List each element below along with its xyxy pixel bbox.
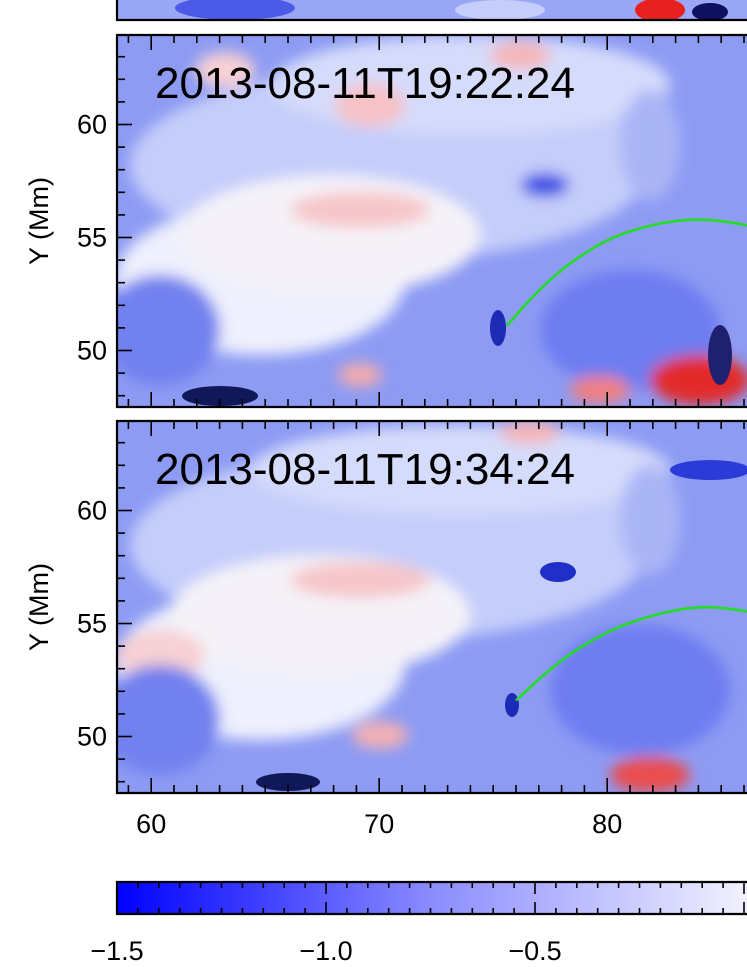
colorbar-axis: −1.5 −1.0 −0.5 [90,882,745,966]
loop-curve [515,605,747,702]
colorbar-tick-label: −0.5 [508,936,561,966]
colorbar-tick-label: −1.5 [90,936,143,966]
panel-2: 2013-08-11T19:34:24 50 55 60 Y (Mm) [24,419,747,795]
y-axis-label: Y (Mm) [24,563,54,651]
y-tick-label: 50 [77,722,107,752]
x-tick-label: 60 [136,809,166,839]
colorbar: −1.5 −1.0 −0.5 [90,880,747,966]
x-tick-label: 80 [592,809,622,839]
colorbar-tick-label: −1.0 [299,936,352,966]
colorbar-gradient [117,882,747,914]
panel-axes: 50 55 60 [77,35,745,407]
y-tick-label: 60 [77,110,107,140]
loop-curve [505,218,747,327]
y-axis-label: Y (Mm) [24,177,54,265]
y-tick-label: 50 [77,336,107,366]
y-tick-label: 55 [77,223,107,253]
panel-timestamp: 2013-08-11T19:22:24 [155,59,575,108]
y-tick-label: 55 [77,609,107,639]
y-tick-label: 60 [77,496,107,526]
panel-axes: 50 55 60 [77,421,745,793]
x-tick-label: 70 [364,809,394,839]
panel-1: 2013-08-11T19:22:24 50 55 60 Y (Mm) [24,33,747,409]
panel-timestamp: 2013-08-11T19:34:24 [155,445,575,494]
panel-previous [115,0,747,22]
x-axis: 60 70 80 [136,809,622,839]
